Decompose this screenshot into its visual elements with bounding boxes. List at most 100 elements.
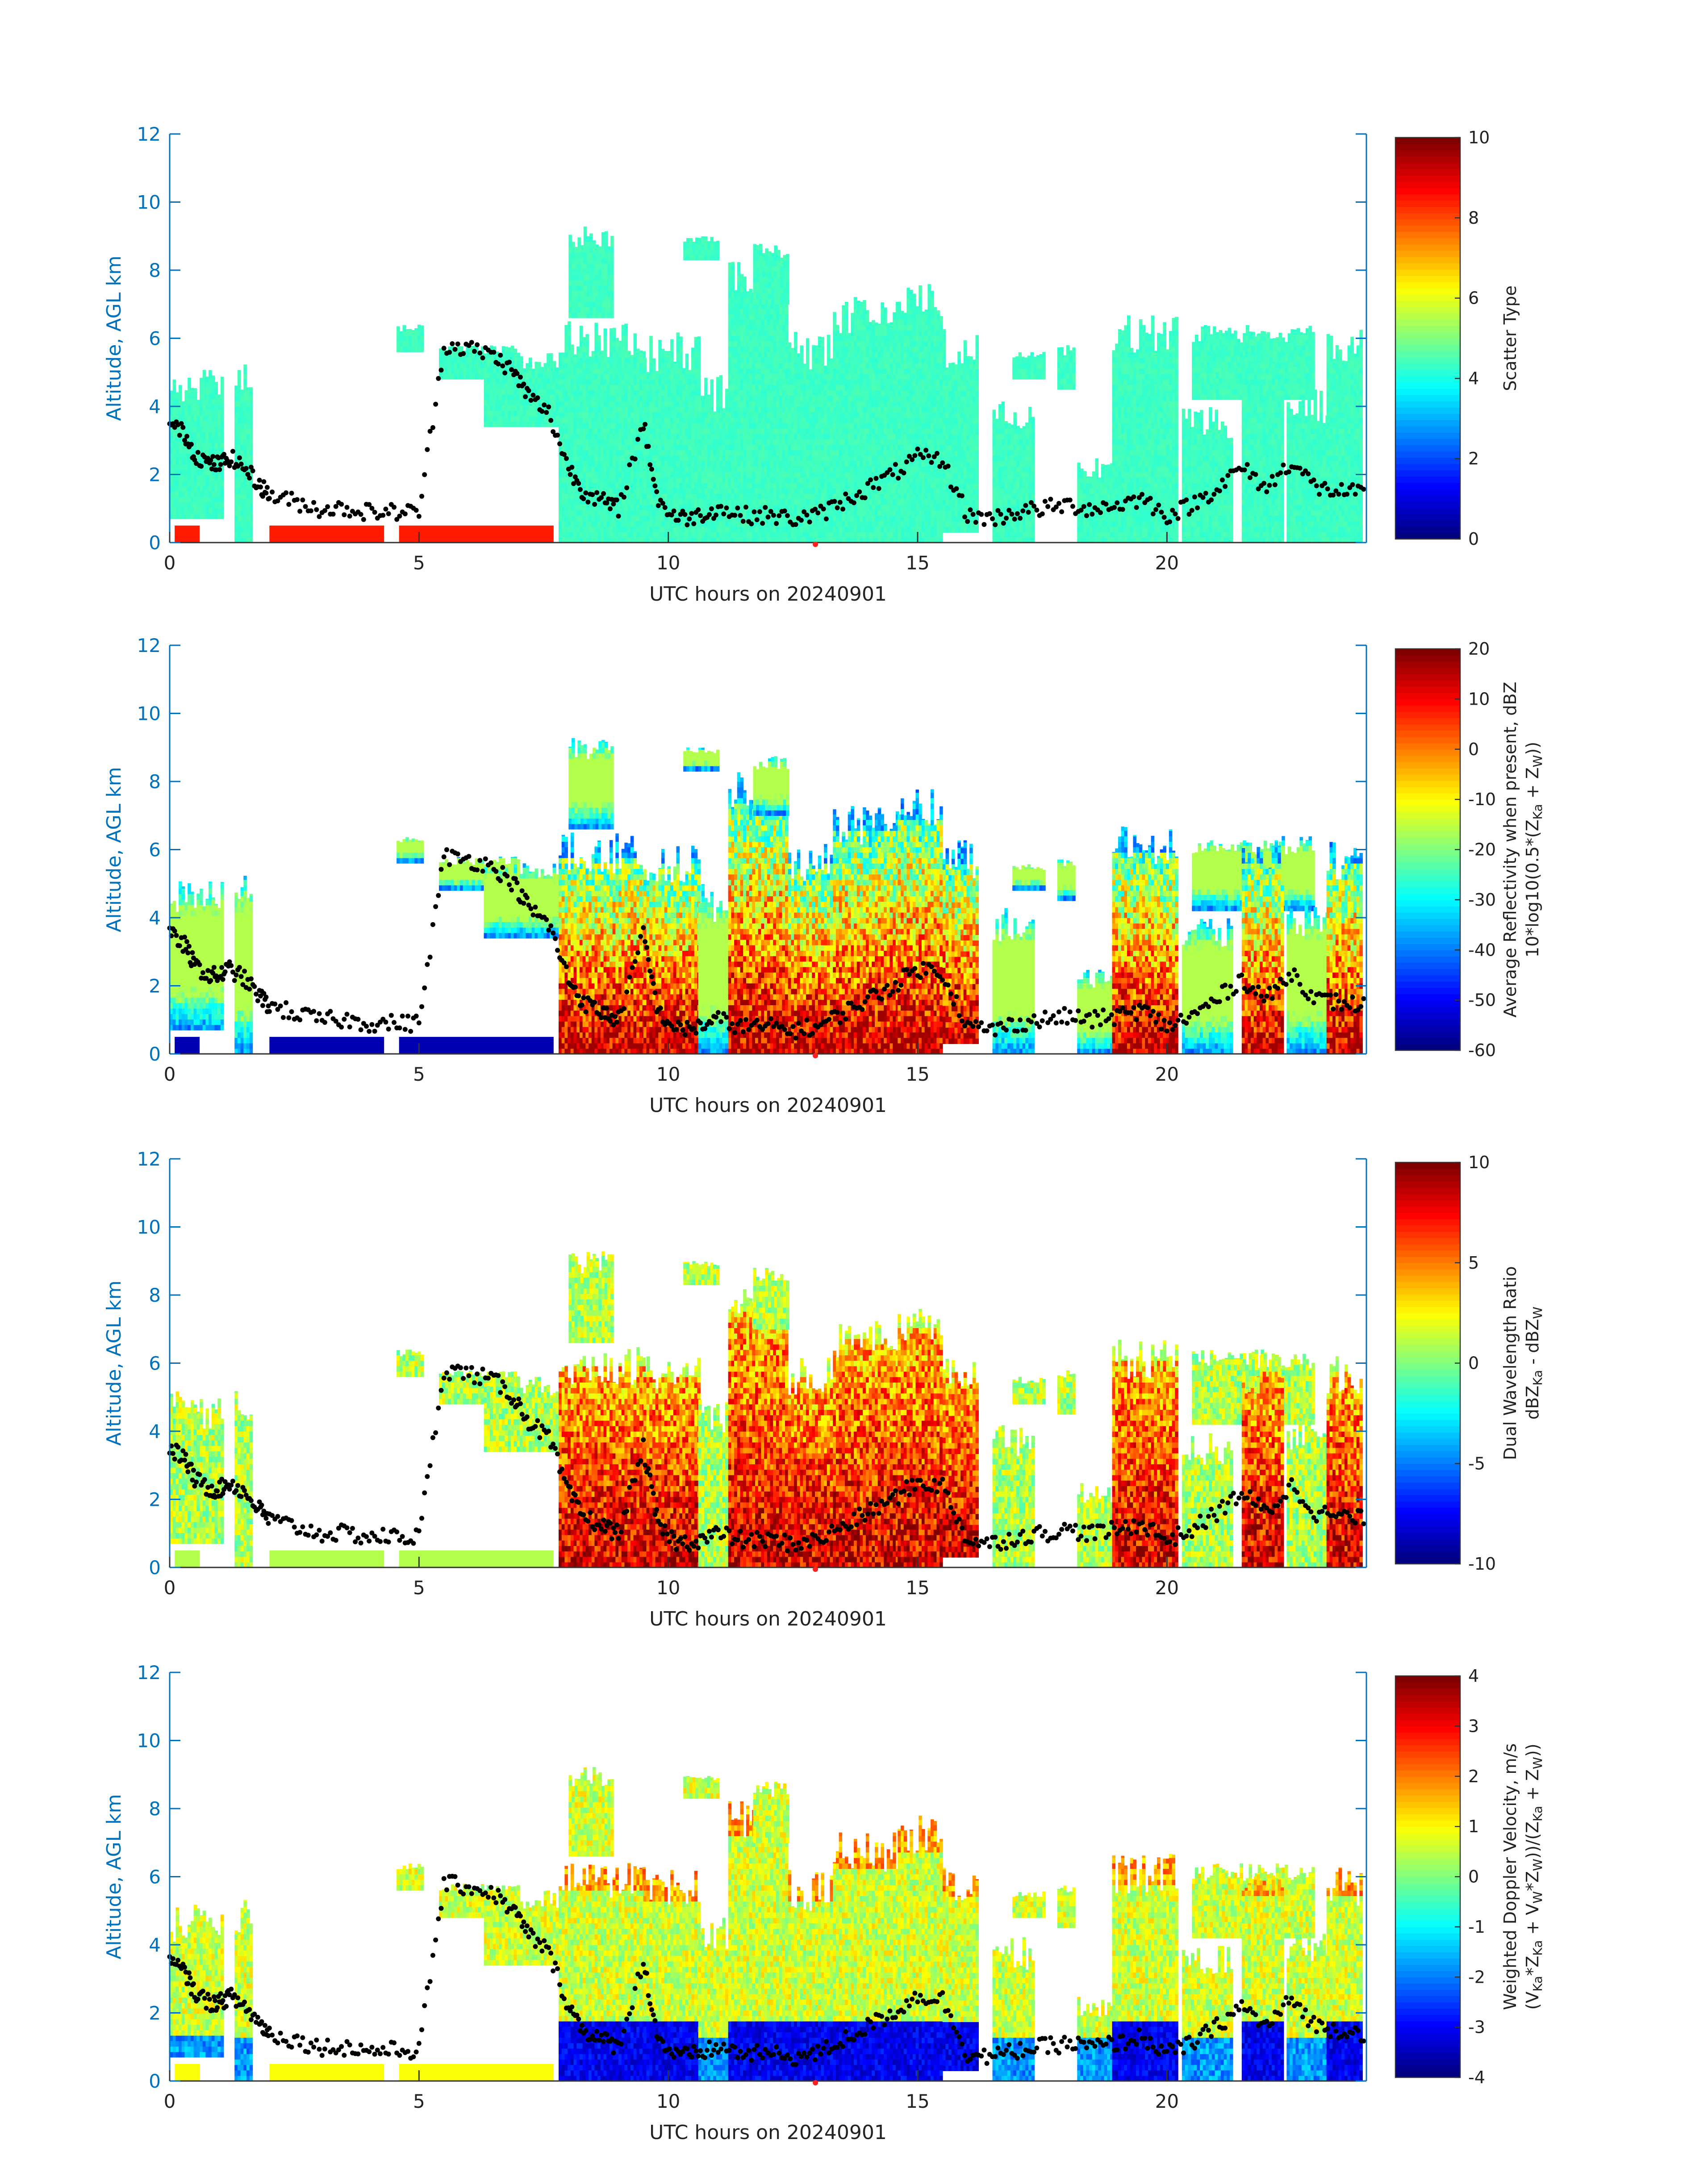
heatmap-cell [238, 499, 241, 505]
heatmap-cell [215, 382, 218, 383]
heatmap-cell [234, 515, 238, 521]
heatmap-cell [234, 521, 238, 526]
heatmap-cell [234, 406, 238, 412]
heatmap-cell [243, 439, 247, 445]
heatmap-cell [196, 481, 200, 486]
heatmap-cell [209, 431, 212, 437]
heatmap-cell [243, 364, 247, 368]
heatmap-cell [194, 486, 197, 492]
heatmap-cell [243, 423, 247, 429]
heatmap-cell [241, 488, 244, 494]
heatmap-cell [243, 477, 247, 483]
heatmap-cell [246, 505, 250, 510]
heatmap-cell [243, 455, 247, 461]
heatmap-cell [234, 472, 238, 477]
heatmap-cell [238, 374, 241, 380]
heatmap-cell [203, 415, 206, 421]
heatmap-cell [203, 443, 206, 448]
heatmap-cell [196, 443, 200, 448]
heatmap-cell [212, 502, 215, 508]
heatmap-cell [205, 415, 209, 421]
heatmap-cell [182, 508, 185, 514]
heatmap-cell [466, 357, 469, 363]
heatmap-cell [246, 488, 250, 494]
heatmap-cell [217, 513, 221, 519]
heatmap-cell [212, 404, 215, 410]
heatmap-cell [243, 461, 247, 467]
heatmap-cell [196, 497, 200, 503]
heatmap-cell [179, 388, 182, 394]
heatmap-cell [403, 335, 406, 341]
heatmap-cell [246, 450, 250, 456]
heatmap-cell [205, 404, 209, 410]
heatmap-cell [246, 428, 250, 434]
heatmap-cell [191, 410, 194, 416]
heatmap-cell [238, 444, 241, 450]
heatmap-cell [221, 508, 224, 514]
heatmap-cell [200, 481, 203, 486]
heatmap-cell [238, 532, 241, 538]
heatmap-cell [173, 453, 176, 459]
heatmap-cell [221, 415, 224, 421]
heatmap-cell [179, 415, 182, 421]
heatmap-cell [234, 439, 238, 445]
heatmap-cell [191, 421, 194, 426]
heatmap-cell [246, 439, 250, 445]
heatmap-cell [397, 347, 400, 352]
heatmap-cell [238, 510, 241, 516]
heatmap-cell [217, 502, 221, 508]
heatmap-cell [175, 508, 179, 514]
heatmap-cell [463, 357, 467, 363]
heatmap-cell [454, 363, 458, 368]
heatmap-cell [173, 481, 176, 486]
heatmap-cell [175, 513, 179, 519]
heatmap-cell [200, 443, 203, 448]
heatmap-cell [234, 428, 238, 434]
heatmap-cell [185, 410, 188, 416]
heatmap-cell [200, 378, 203, 383]
heatmap-cell [179, 492, 182, 497]
heatmap-cell [250, 515, 253, 521]
heatmap-cell [466, 352, 469, 358]
heatmap-cell [246, 499, 250, 505]
heatmap-cell [451, 357, 455, 363]
heatmap-cell [212, 513, 215, 519]
heatmap-cell [217, 486, 221, 492]
heatmap-cell [466, 363, 469, 368]
heatmap-cell [243, 379, 247, 385]
heatmap-cell [203, 370, 206, 372]
heatmap-cell [246, 444, 250, 450]
heatmap-cell [217, 410, 221, 416]
heatmap-cell [209, 486, 212, 492]
heatmap-cell [188, 492, 191, 497]
heatmap-cell [196, 410, 200, 416]
heatmap-cell [418, 330, 421, 336]
heatmap-cell [221, 486, 224, 492]
heatmap-cell [217, 492, 221, 497]
heatmap-cell [175, 459, 179, 464]
heatmap-cell [191, 481, 194, 486]
heatmap-cell [200, 486, 203, 492]
heatmap-cell [463, 374, 467, 380]
heatmap-cell [182, 448, 185, 454]
heatmap-cell [173, 399, 176, 405]
heatmap-cell [397, 341, 400, 347]
heatmap-cell [246, 515, 250, 521]
heatmap-cell [179, 459, 182, 464]
heatmap-cell [469, 363, 472, 368]
heatmap-cell [182, 464, 185, 470]
heatmap-cell [191, 415, 194, 421]
heatmap-cell [212, 426, 215, 432]
heatmap-cell [175, 475, 179, 481]
heatmap-cell [209, 481, 212, 486]
heatmap-cell [203, 426, 206, 432]
heatmap-cell [246, 532, 250, 538]
heatmap-cell [212, 437, 215, 443]
heatmap-cell [478, 368, 481, 374]
heatmap-cell [238, 505, 241, 510]
heatmap-cell [179, 464, 182, 470]
heatmap-cell [185, 390, 188, 394]
heatmap-cell [200, 415, 203, 421]
heatmap-cell [234, 488, 238, 494]
heatmap-cell [175, 464, 179, 470]
